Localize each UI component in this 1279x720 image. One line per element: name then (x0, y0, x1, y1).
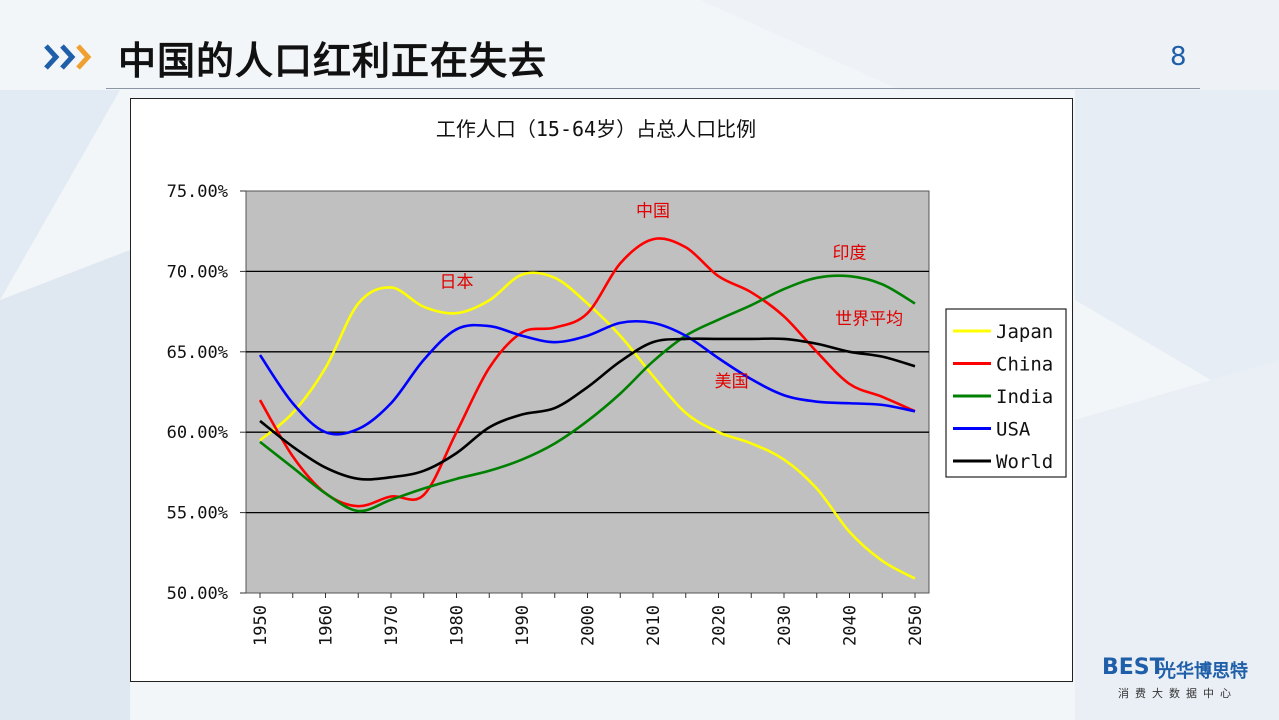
annotation-label: 世界平均 (835, 309, 903, 329)
x-tick-label: 2030 (775, 605, 795, 646)
chart-title: 工作人口（15-64岁）占总人口比例 (436, 117, 756, 141)
legend-label: USA (996, 419, 1031, 441)
legend-box (945, 308, 1067, 478)
y-tick-label: 75.00% (167, 182, 228, 202)
page-number: 8 (1170, 42, 1187, 72)
slide-title: 中国的人口红利正在失去 (118, 39, 548, 83)
brand-logo: BEST 光华博思特 消费大数据中心 (1102, 655, 1272, 705)
legend-label: India (996, 386, 1053, 408)
chart-frame: 工作人口（15-64岁）占总人口比例 75.00% 70.00% 65.00% 60.… (130, 98, 1073, 682)
plot-area (245, 190, 930, 594)
series-lines (258, 237, 916, 580)
y-tick-label: 70.00% (167, 262, 228, 282)
x-tick-label: 2000 (579, 605, 599, 646)
x-tick-label: 1990 (513, 605, 533, 646)
y-tick-label: 65.00% (167, 343, 228, 363)
y-axis: 75.00% 70.00% 65.00% 60.00% 55.00% 50.00% (167, 182, 246, 604)
series-line-china (258, 237, 916, 508)
annotation-label: 美国 (715, 372, 749, 392)
annotation-label: 中国 (636, 202, 670, 222)
x-tick-label: 1950 (251, 605, 271, 646)
x-tick-label: 1980 (448, 605, 468, 646)
x-axis: 1950 1960 1970 1980 1990 2000 2010 2020 2030 2040… (251, 593, 926, 646)
annotation-label: 印度 (833, 244, 867, 264)
logo-subtitle: 消费大数据中心 (1118, 687, 1237, 700)
x-tick-label: 2020 (710, 605, 730, 646)
x-tick-label: 1960 (317, 605, 337, 646)
x-tick-label: 2040 (841, 605, 861, 646)
x-tick-label: 1970 (382, 605, 402, 646)
x-tick-label: 2050 (906, 605, 926, 646)
legend: Japan China India USA World (945, 308, 1067, 478)
legend-label: World (996, 451, 1053, 473)
x-tick-label: 2010 (644, 605, 664, 646)
slide-header: 中国的人口红利正在失去 8 (0, 0, 1279, 92)
header-divider (106, 88, 1200, 89)
logo-mark: BEST (1102, 655, 1165, 680)
chevron-right-icon (44, 44, 92, 70)
y-tick-label: 50.00% (167, 584, 228, 604)
legend-label: Japan (996, 321, 1053, 343)
legend-label: China (996, 354, 1053, 376)
series-line-japan (259, 271, 916, 580)
y-tick-label: 60.00% (167, 423, 228, 443)
line-chart: 工作人口（15-64岁）占总人口比例 75.00% 70.00% 65.00% 60.… (167, 117, 1067, 646)
y-tick-label: 55.00% (167, 504, 228, 524)
annotation-label: 日本 (440, 272, 474, 292)
logo-name: 光华博思特 (1158, 661, 1248, 682)
